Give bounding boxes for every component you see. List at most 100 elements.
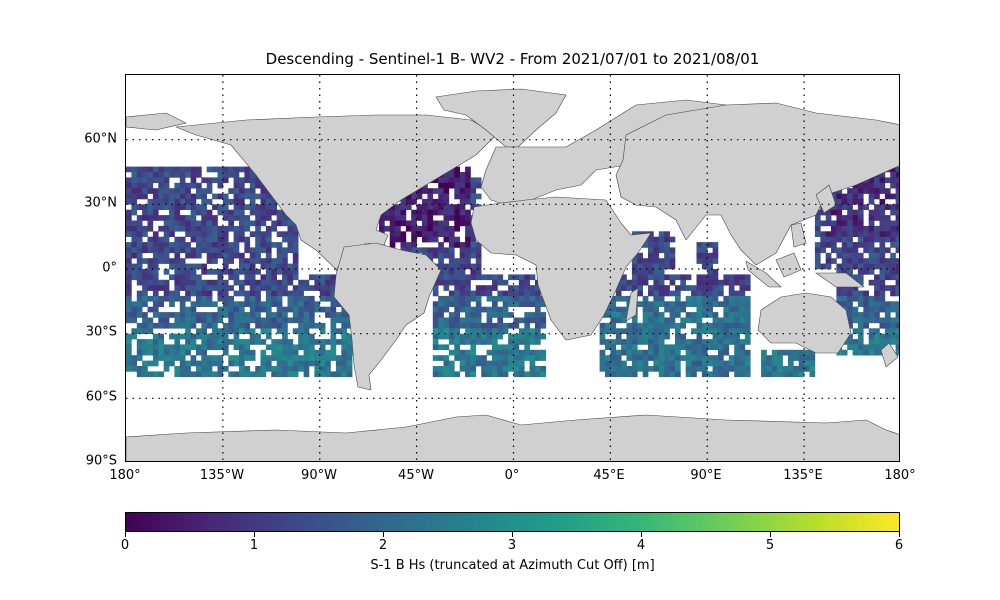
hs-cell <box>540 366 547 372</box>
hs-cell <box>152 306 159 313</box>
hs-cell <box>174 290 181 297</box>
hs-cell <box>335 339 342 345</box>
hs-cell <box>142 242 148 248</box>
hs-cell <box>260 193 267 200</box>
hs-cell <box>142 360 148 367</box>
hs-cell <box>265 242 272 248</box>
hs-cell <box>712 339 719 345</box>
hs-cell <box>798 355 805 361</box>
hs-cell <box>852 209 859 216</box>
hs-cell <box>443 177 450 184</box>
hs-cell <box>771 366 778 372</box>
hs-cell <box>255 177 261 184</box>
hs-cell <box>319 322 326 329</box>
hs-cell <box>265 301 272 307</box>
hs-cell <box>857 225 864 232</box>
hs-cell <box>836 269 843 275</box>
hs-cell <box>131 220 138 227</box>
hs-cell <box>852 312 859 318</box>
hs-cell <box>852 188 859 194</box>
hs-cell <box>400 242 407 248</box>
hs-cell <box>432 339 439 345</box>
hs-cell <box>782 371 789 378</box>
hs-cell <box>680 355 686 361</box>
hs-cell <box>136 366 143 372</box>
hs-cell <box>179 295 186 302</box>
hs-cell <box>432 225 439 232</box>
hs-cell <box>147 360 154 367</box>
hs-cell <box>701 339 708 345</box>
hs-cell <box>276 366 283 372</box>
hs-cell <box>174 274 181 281</box>
hs-cell <box>147 339 154 345</box>
hs-cell <box>206 360 213 367</box>
hs-cell <box>599 349 606 356</box>
hs-cell <box>868 198 875 205</box>
hs-cell <box>448 295 455 302</box>
hs-cell <box>201 209 207 216</box>
hs-cell <box>174 285 181 291</box>
hs-cell <box>513 301 520 307</box>
hs-cell <box>233 252 240 259</box>
hs-cell <box>653 328 660 334</box>
hs-cell <box>222 209 229 216</box>
hs-cell <box>895 312 899 318</box>
hs-cell <box>696 328 703 334</box>
hs-cell <box>222 204 229 210</box>
hs-cell <box>836 236 843 243</box>
hs-cell <box>874 290 880 297</box>
hs-cell <box>239 166 245 173</box>
hs-cell <box>416 231 423 237</box>
hs-cell <box>459 188 466 194</box>
hs-cell <box>185 269 191 275</box>
hs-cell <box>734 295 740 302</box>
hs-cell <box>675 306 681 313</box>
hs-cell <box>454 279 460 286</box>
hs-cell <box>126 349 132 356</box>
hs-cell <box>863 301 869 307</box>
hs-cell <box>185 252 191 259</box>
hs-cell <box>201 328 207 334</box>
hs-cell <box>857 344 864 351</box>
hs-cell <box>147 198 154 205</box>
hs-cell <box>142 301 148 307</box>
hs-cell <box>255 193 261 200</box>
hs-cell <box>271 312 277 318</box>
hs-cell <box>416 247 423 254</box>
hs-cell <box>847 344 853 351</box>
hs-cell <box>244 371 251 378</box>
hs-cell <box>836 188 843 194</box>
hs-cell <box>728 328 735 334</box>
hs-cell <box>492 285 498 291</box>
hs-cell <box>728 355 735 361</box>
hs-cell <box>852 247 859 254</box>
hs-cell <box>309 285 315 291</box>
hs-cell <box>298 312 304 318</box>
hs-cell <box>771 371 778 378</box>
hs-cell <box>282 236 288 243</box>
hs-cell <box>196 209 202 216</box>
hs-cell <box>868 177 875 184</box>
hs-cell <box>179 349 186 356</box>
hs-cell <box>879 225 886 232</box>
hs-cell <box>142 344 148 351</box>
hs-cell <box>459 215 466 221</box>
hs-cell <box>723 312 730 318</box>
hs-cell <box>707 322 713 329</box>
hs-cell <box>696 312 703 318</box>
hs-cell <box>142 279 148 286</box>
hs-cell <box>540 371 547 378</box>
hs-cell <box>454 355 460 361</box>
hs-cell <box>249 258 256 264</box>
hs-cell <box>292 360 299 367</box>
hs-cell <box>309 360 315 367</box>
hs-cell <box>255 290 261 297</box>
hs-cell <box>459 366 466 372</box>
hs-cell <box>448 236 455 243</box>
hs-cell <box>244 188 251 194</box>
hs-cell <box>879 295 886 302</box>
hs-cell <box>529 301 536 307</box>
hs-cell <box>658 301 665 307</box>
hs-cell <box>658 328 665 334</box>
hs-cell <box>470 328 477 334</box>
